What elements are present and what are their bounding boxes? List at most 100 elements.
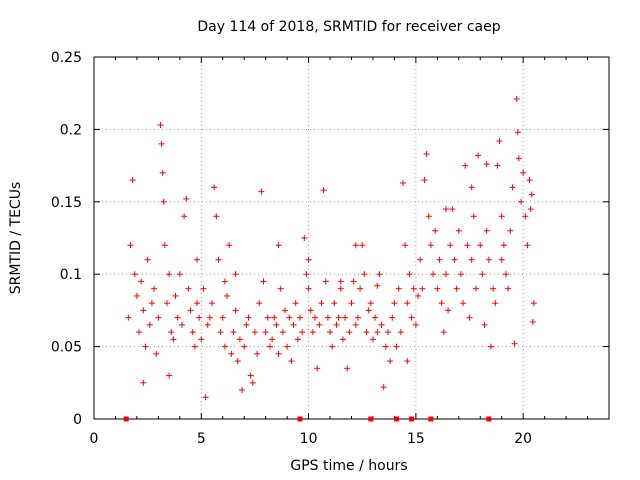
x-tick-label: 20 [514,431,532,447]
data-point [408,314,415,321]
data-point [288,358,295,365]
data-point [294,336,301,343]
data-point [374,329,381,336]
data-point [292,300,299,307]
data-point [251,329,258,336]
data-point [415,292,422,299]
baseline-markers [123,416,492,422]
baseline-marker [428,416,434,422]
data-point [337,278,344,285]
data-point [376,271,383,278]
data-point [181,213,188,220]
data-point [136,329,143,336]
data-point [380,384,387,391]
data-point [166,271,173,278]
data-point [166,372,173,379]
data-point [161,242,168,249]
data-point [290,321,297,328]
data-point [230,329,237,336]
y-tick-label: 0.1 [60,267,82,283]
data-point [271,314,278,321]
data-point [425,213,432,220]
data-point [155,314,162,321]
data-point [163,300,170,307]
data-point [344,365,351,372]
data-point [198,336,205,343]
x-tick-label: 0 [90,431,99,447]
data-point [215,256,222,263]
data-point [314,365,321,372]
data-point [236,336,243,343]
data-point [468,184,475,191]
data-point [453,285,460,292]
data-point [266,343,273,350]
data-point [158,140,165,147]
data-point [515,155,522,162]
y-tick-label: 0.25 [51,50,82,66]
y-tick-label: 0 [73,412,82,428]
data-point [228,350,235,357]
baseline-marker [394,416,400,422]
data-point [518,198,525,205]
data-point [526,177,533,184]
y-tick-label: 0.15 [51,195,82,211]
data-point [142,343,149,350]
data-points [125,95,537,401]
data-point [258,188,265,195]
data-point [219,314,226,321]
data-point [320,187,327,194]
data-point [159,169,166,176]
data-point [254,350,261,357]
data-point [483,161,490,168]
data-point [146,321,153,328]
x-tick-label: 10 [300,431,318,447]
data-point [213,213,220,220]
data-point [457,271,464,278]
data-point [354,314,361,321]
data-point [245,314,252,321]
data-point [206,314,213,321]
data-point [170,336,177,343]
data-point [410,285,417,292]
data-point [183,195,190,202]
data-point [307,307,314,314]
data-point [438,300,445,307]
x-tick-label: 5 [197,431,206,447]
data-point [247,372,254,379]
data-point [430,271,437,278]
data-point [382,343,389,350]
data-point [200,285,207,292]
data-point [496,137,503,144]
data-point [324,314,331,321]
data-point [318,300,325,307]
data-point [249,379,256,386]
data-point [138,278,145,285]
data-point [369,336,376,343]
data-point [367,300,374,307]
data-point [363,329,370,336]
data-point [153,350,160,357]
y-axis-label: SRMTID / TECUs [8,182,24,295]
data-point [196,314,203,321]
data-point [472,285,479,292]
chart-title: Day 114 of 2018, SRMTID for receiver cae… [197,19,500,35]
data-point [528,191,535,198]
data-point [462,162,469,169]
data-point [404,358,411,365]
x-tick-label: 15 [407,431,425,447]
data-point [342,314,349,321]
data-point [419,285,426,292]
data-point [509,184,516,191]
data-point [194,256,200,263]
data-point [400,179,406,186]
data-point [204,321,211,328]
data-point [269,336,276,343]
data-point [309,329,316,336]
data-point [151,285,158,292]
data-point [243,321,250,328]
data-point [442,206,449,213]
data-point [498,213,505,220]
data-point [221,343,228,350]
data-point [174,314,181,321]
data-point [406,271,413,278]
